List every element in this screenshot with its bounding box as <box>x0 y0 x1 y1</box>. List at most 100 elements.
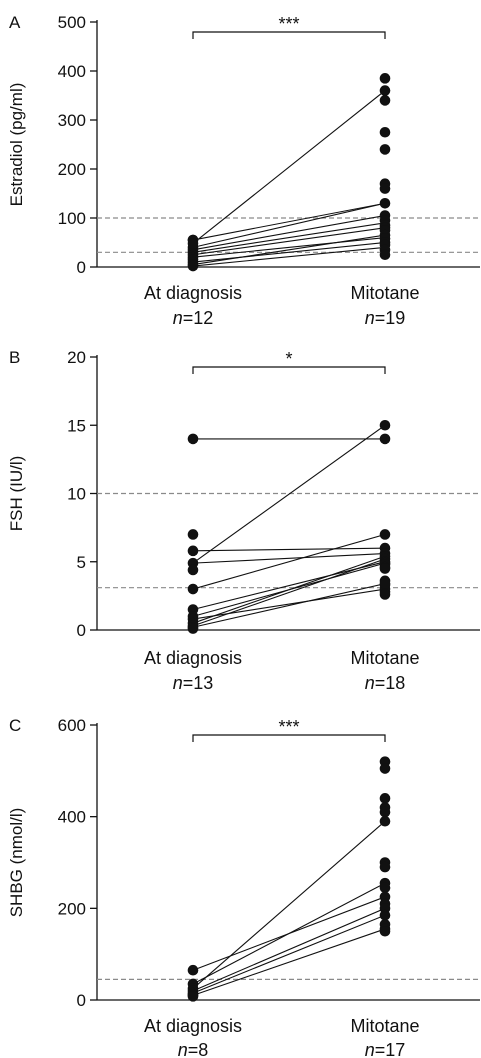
data-point <box>379 249 391 261</box>
data-point <box>379 815 391 827</box>
data-point <box>379 882 391 894</box>
sample-size-n: n <box>365 673 375 693</box>
data-point <box>379 126 391 138</box>
y-tick-label: 5 <box>77 553 86 572</box>
data-point <box>187 623 199 634</box>
sample-size-n: n <box>178 1040 188 1058</box>
pair-line <box>192 237 386 258</box>
y-tick-label: 15 <box>67 416 86 435</box>
pair-line <box>192 246 386 267</box>
category-label: At diagnosis <box>144 283 242 303</box>
pair-line <box>192 928 386 996</box>
sample-size-value: =19 <box>375 308 406 328</box>
data-point <box>379 793 391 804</box>
pair-line <box>192 227 386 256</box>
sample-size-value: =12 <box>183 308 214 328</box>
pair-line <box>192 553 386 564</box>
data-point <box>379 589 391 600</box>
sample-size-n: n <box>365 1040 375 1058</box>
sample-size-label: n=12 <box>173 308 214 328</box>
data-point <box>379 144 391 155</box>
data-point <box>379 85 391 96</box>
data-point <box>379 909 391 921</box>
pair-line <box>192 547 386 552</box>
significance-label: *** <box>278 717 299 737</box>
y-tick-label: 200 <box>58 160 86 179</box>
category-label: Mitotane <box>350 648 419 668</box>
panel-letter: B <box>9 348 20 367</box>
y-tick-label: 300 <box>58 111 86 130</box>
panel-c: C 0 200 400 600 SHBG (nmol/l) *** At diagnosis n… <box>7 716 480 1058</box>
category-label: At diagnosis <box>144 648 242 668</box>
pair-line <box>192 202 386 248</box>
data-point <box>187 991 199 1002</box>
sample-size-n: n <box>365 308 375 328</box>
y-tick-label: 600 <box>58 716 86 735</box>
panel-a: A 0 100 200 300 400 500 Estradiol (pg/ml) *** At … <box>7 13 480 328</box>
pair-line <box>192 583 386 628</box>
pair-line <box>192 241 386 263</box>
panel-letter: A <box>9 13 21 32</box>
data-point <box>187 564 199 576</box>
data-point <box>379 578 391 589</box>
data-point <box>187 964 199 976</box>
significance-label: * <box>285 349 292 369</box>
pair-line <box>192 90 386 244</box>
pair-line <box>192 234 386 266</box>
category-label: Mitotane <box>350 283 419 303</box>
data-point <box>379 198 391 209</box>
data-point <box>187 529 199 540</box>
sample-size-value: =18 <box>375 673 406 693</box>
y-tick-label: 200 <box>58 899 86 918</box>
data-point <box>187 583 199 595</box>
y-axis-title: SHBG (nmol/l) <box>7 808 26 918</box>
data-point <box>187 260 199 272</box>
pair-line <box>192 907 386 992</box>
y-tick-label: 20 <box>67 348 86 367</box>
significance-bracket <box>192 366 386 374</box>
pair-line <box>192 882 386 985</box>
pair-line <box>192 215 386 251</box>
pair-line <box>192 202 386 241</box>
y-axis-title: FSH (IU/l) <box>7 456 26 532</box>
pair-line <box>192 533 386 590</box>
sample-size-value: =13 <box>183 673 214 693</box>
sample-size-n: n <box>173 308 183 328</box>
pair-line <box>192 222 386 253</box>
pair-line <box>192 558 386 627</box>
data-point <box>379 73 391 84</box>
category-label: Mitotane <box>350 1016 419 1036</box>
pair-line <box>192 914 386 994</box>
significance-bracket <box>192 734 386 742</box>
y-axis-title: Estradiol (pg/ml) <box>7 83 26 207</box>
data-point <box>379 763 391 774</box>
y-tick-label: 500 <box>58 13 86 32</box>
panel-letter: C <box>9 716 21 735</box>
data-point <box>379 95 391 106</box>
sample-size-n: n <box>173 673 183 693</box>
pair-line <box>192 820 386 989</box>
y-tick-label: 0 <box>77 258 86 277</box>
pair-line <box>192 588 386 620</box>
sample-size-value: =8 <box>188 1040 209 1058</box>
data-point <box>379 925 391 937</box>
data-point <box>379 433 391 445</box>
y-tick-label: 0 <box>77 991 86 1010</box>
pair-line <box>192 555 386 624</box>
y-tick-label: 100 <box>58 209 86 228</box>
significance-label: *** <box>278 14 299 34</box>
y-tick-label: 0 <box>77 621 86 640</box>
data-point <box>379 563 391 574</box>
data-point <box>187 545 199 557</box>
y-tick-label: 400 <box>58 62 86 81</box>
y-tick-label: 10 <box>67 485 86 504</box>
sample-size-label: n=8 <box>178 1040 209 1058</box>
data-point <box>379 419 391 431</box>
data-point <box>379 529 391 540</box>
sample-size-value: =17 <box>375 1040 406 1058</box>
category-label: At diagnosis <box>144 1016 242 1036</box>
data-point <box>379 806 391 818</box>
data-point <box>379 861 391 873</box>
